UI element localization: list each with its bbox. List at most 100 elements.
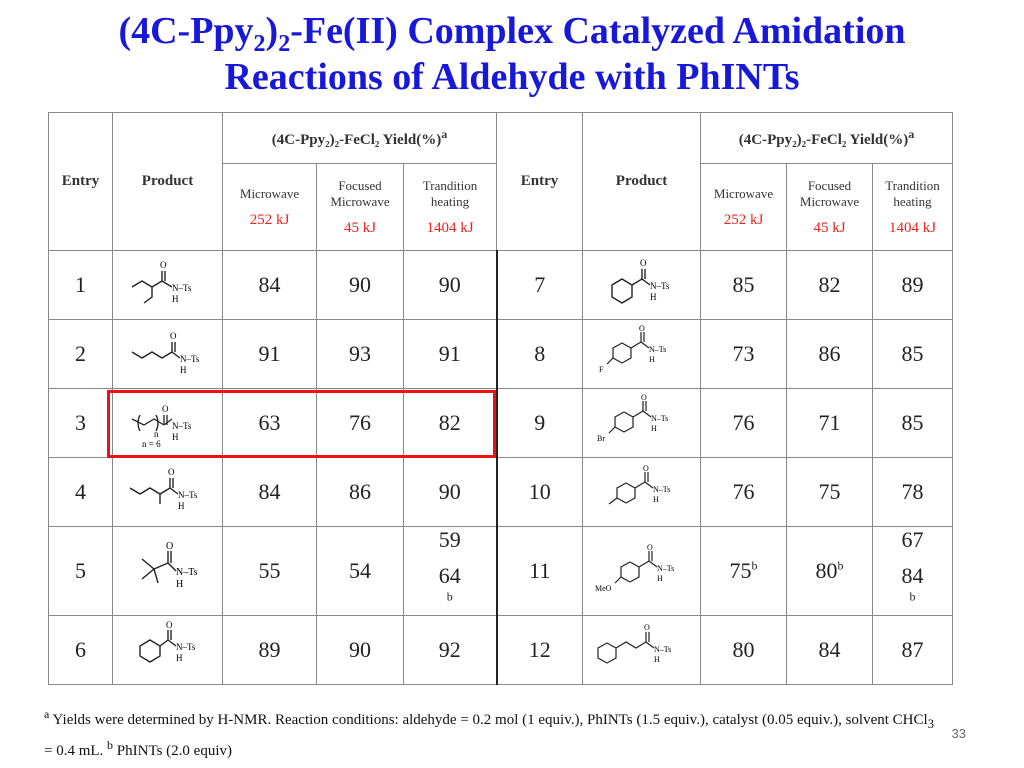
product-2-structure: O N–Ts H: [131, 331, 200, 375]
svg-text:H: H: [657, 574, 663, 583]
yield-traditional: 90: [403, 250, 498, 320]
svg-text:H: H: [178, 501, 185, 511]
header-microwave-left: Microwave 252 kJ: [222, 163, 317, 251]
entry-cell: 8: [496, 319, 583, 389]
product-structure: O N–Ts H F: [582, 319, 701, 389]
yield-microwave: 76: [700, 457, 787, 527]
svg-text:O: O: [170, 331, 177, 341]
table-row: 3 O N–Ts H n n = 6 63 76 82 9: [48, 388, 953, 458]
yield-focused: 84: [786, 615, 873, 685]
product-3-structure: O N–Ts H n n = 6: [131, 404, 191, 449]
yield-microwave: 55: [222, 526, 317, 616]
yield-focused: 93: [316, 319, 404, 389]
svg-text:MeO: MeO: [595, 584, 612, 593]
header-product-right: Product: [582, 112, 701, 251]
svg-text:N–Ts: N–Ts: [176, 642, 196, 652]
svg-text:H: H: [654, 655, 660, 664]
svg-text:O: O: [643, 464, 649, 473]
yield-focused: 86: [316, 457, 404, 527]
yield-microwave: 76: [700, 388, 787, 458]
svg-text:O: O: [647, 543, 653, 552]
product-6-structure: O N–Ts H: [138, 620, 196, 663]
yield-focused: 54: [316, 526, 404, 616]
table-row: 4 O N–Ts H 84 86 90 10: [48, 457, 953, 527]
svg-text:O: O: [166, 620, 173, 630]
yield-traditional: 89: [872, 250, 953, 320]
product-structure: O N–Ts H: [112, 615, 223, 685]
product-structure: O N–Ts H: [582, 250, 701, 320]
entry-cell: 6: [48, 615, 113, 685]
svg-text:N–Ts: N–Ts: [649, 345, 666, 354]
svg-text:H: H: [650, 292, 657, 302]
footnote: a Yields were determined by H-NMR. React…: [44, 707, 934, 759]
entry-cell: 3: [48, 388, 113, 458]
yield-focused: 90: [316, 250, 404, 320]
yield-focused: 80b: [786, 526, 873, 616]
svg-text:H: H: [180, 365, 187, 375]
svg-text:O: O: [640, 258, 647, 268]
yield-traditional: 67 84 b: [872, 526, 953, 616]
svg-text:n = 6: n = 6: [142, 439, 161, 449]
svg-text:H: H: [649, 355, 655, 364]
yield-focused: 71: [786, 388, 873, 458]
svg-text:N–Ts: N–Ts: [178, 490, 198, 500]
header-trad-left: Trandition heating 1404 kJ: [403, 163, 497, 251]
page-number: 33: [951, 726, 966, 741]
yield-focused: 82: [786, 250, 873, 320]
product-10-structure: O N–Ts H: [608, 464, 670, 505]
svg-text:N–Ts: N–Ts: [653, 485, 670, 494]
svg-text:O: O: [168, 467, 175, 477]
svg-text:O: O: [162, 404, 169, 414]
yield-focused: 86: [786, 319, 873, 389]
slide-title: (4C-Ppy2)2-Fe(II) Complex Catalyzed Amid…: [0, 8, 1024, 100]
header-trad-right: Trandition heating 1404 kJ: [872, 163, 953, 251]
entry-cell: 1: [48, 250, 113, 320]
product-11-structure: O N–Ts H MeO: [595, 543, 674, 593]
entry-3-highlight-box: [107, 390, 496, 458]
title-line-2: Reactions of Aldehyde with PhINTs: [224, 56, 800, 98]
title-line-1: (4C-Ppy2)2-Fe(II) Complex Catalyzed Amid…: [118, 10, 906, 57]
header-focused-left: Focused Microwave 45 kJ: [316, 163, 404, 251]
header-entry-right: Entry: [496, 112, 583, 251]
svg-text:O: O: [644, 623, 650, 632]
svg-text:H: H: [176, 579, 183, 590]
svg-text:O: O: [639, 324, 645, 333]
entry-cell: 10: [496, 457, 583, 527]
table-row: 2 O N–Ts H 91 93 91 8: [48, 319, 953, 389]
product-structure: O N–Ts H: [582, 457, 701, 527]
yield-microwave: 89: [222, 615, 317, 685]
product-structure: O N–Ts H Br: [582, 388, 701, 458]
product-structure: O N–Ts H: [112, 526, 223, 616]
svg-text:N–Ts: N–Ts: [651, 414, 668, 423]
yield-microwave: 80: [700, 615, 787, 685]
product-8-structure: O N–Ts H F: [599, 324, 666, 374]
svg-text:O: O: [166, 541, 173, 552]
yield-microwave: 73: [700, 319, 787, 389]
yield-traditional: 85: [872, 319, 953, 389]
svg-text:N–Ts: N–Ts: [180, 354, 200, 364]
svg-text:H: H: [651, 424, 657, 433]
svg-text:H: H: [653, 495, 659, 504]
product-5-structure: O N–Ts H: [141, 541, 197, 590]
svg-text:F: F: [599, 365, 604, 374]
svg-text:Br: Br: [597, 434, 605, 443]
results-table: Entry Product (4C-Ppy₂)₂-FeCl₂ Yield(%)a…: [48, 112, 954, 686]
entry-cell: 7: [496, 250, 583, 320]
header-entry-left: Entry: [48, 112, 113, 251]
yield-microwave: 85: [700, 250, 787, 320]
header-microwave-right: Microwave 252 kJ: [700, 163, 787, 251]
entry-cell: 4: [48, 457, 113, 527]
product-9-structure: O N–Ts H Br: [597, 393, 668, 443]
product-structure: O N–Ts H: [112, 319, 223, 389]
product-12-structure: O N–Ts H: [596, 623, 671, 664]
product-structure: O N–Ts H: [582, 615, 701, 685]
header-yield-right: (4C-Ppy₂)₂-FeCl₂ Yield(%)a: [700, 112, 953, 164]
entry-cell: 2: [48, 319, 113, 389]
yield-traditional: 92: [403, 615, 498, 685]
product-7-structure: O N–Ts H: [610, 258, 669, 304]
entry-cell: 11: [496, 526, 583, 616]
yield-focused: 75: [786, 457, 873, 527]
entry-cell: 9: [496, 388, 583, 458]
svg-text:O: O: [160, 260, 167, 270]
svg-text:N–Ts: N–Ts: [654, 645, 671, 654]
